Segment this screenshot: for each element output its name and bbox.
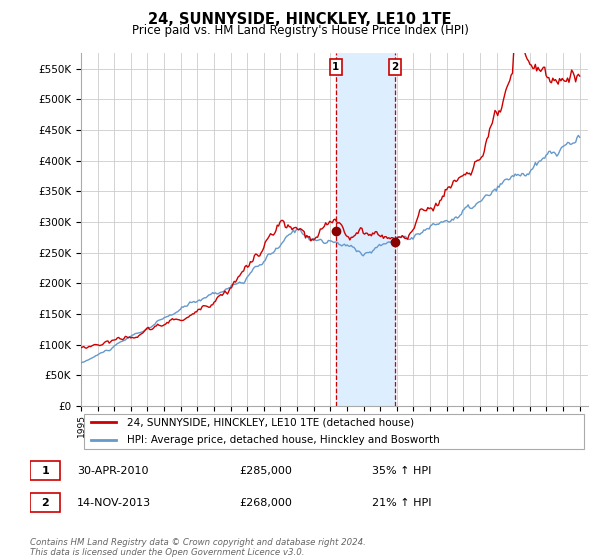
Text: 2: 2 bbox=[41, 498, 49, 508]
FancyBboxPatch shape bbox=[30, 461, 61, 480]
Bar bbox=[336, 53, 395, 406]
Text: Price paid vs. HM Land Registry's House Price Index (HPI): Price paid vs. HM Land Registry's House … bbox=[131, 24, 469, 37]
Text: 24, SUNNYSIDE, HINCKLEY, LE10 1TE (detached house): 24, SUNNYSIDE, HINCKLEY, LE10 1TE (detac… bbox=[127, 417, 414, 427]
FancyBboxPatch shape bbox=[30, 493, 61, 512]
Text: 1: 1 bbox=[332, 62, 340, 72]
Text: 24, SUNNYSIDE, HINCKLEY, LE10 1TE: 24, SUNNYSIDE, HINCKLEY, LE10 1TE bbox=[148, 12, 452, 27]
Text: Contains HM Land Registry data © Crown copyright and database right 2024.
This d: Contains HM Land Registry data © Crown c… bbox=[30, 538, 366, 557]
Text: 35% ↑ HPI: 35% ↑ HPI bbox=[372, 465, 431, 475]
Text: 30-APR-2010: 30-APR-2010 bbox=[77, 465, 148, 475]
Text: 2: 2 bbox=[391, 62, 398, 72]
Text: 14-NOV-2013: 14-NOV-2013 bbox=[77, 498, 151, 508]
FancyBboxPatch shape bbox=[83, 414, 584, 449]
Text: 1: 1 bbox=[41, 465, 49, 475]
Text: £285,000: £285,000 bbox=[240, 465, 293, 475]
Text: 21% ↑ HPI: 21% ↑ HPI bbox=[372, 498, 432, 508]
Text: HPI: Average price, detached house, Hinckley and Bosworth: HPI: Average price, detached house, Hinc… bbox=[127, 435, 439, 445]
Text: £268,000: £268,000 bbox=[240, 498, 293, 508]
